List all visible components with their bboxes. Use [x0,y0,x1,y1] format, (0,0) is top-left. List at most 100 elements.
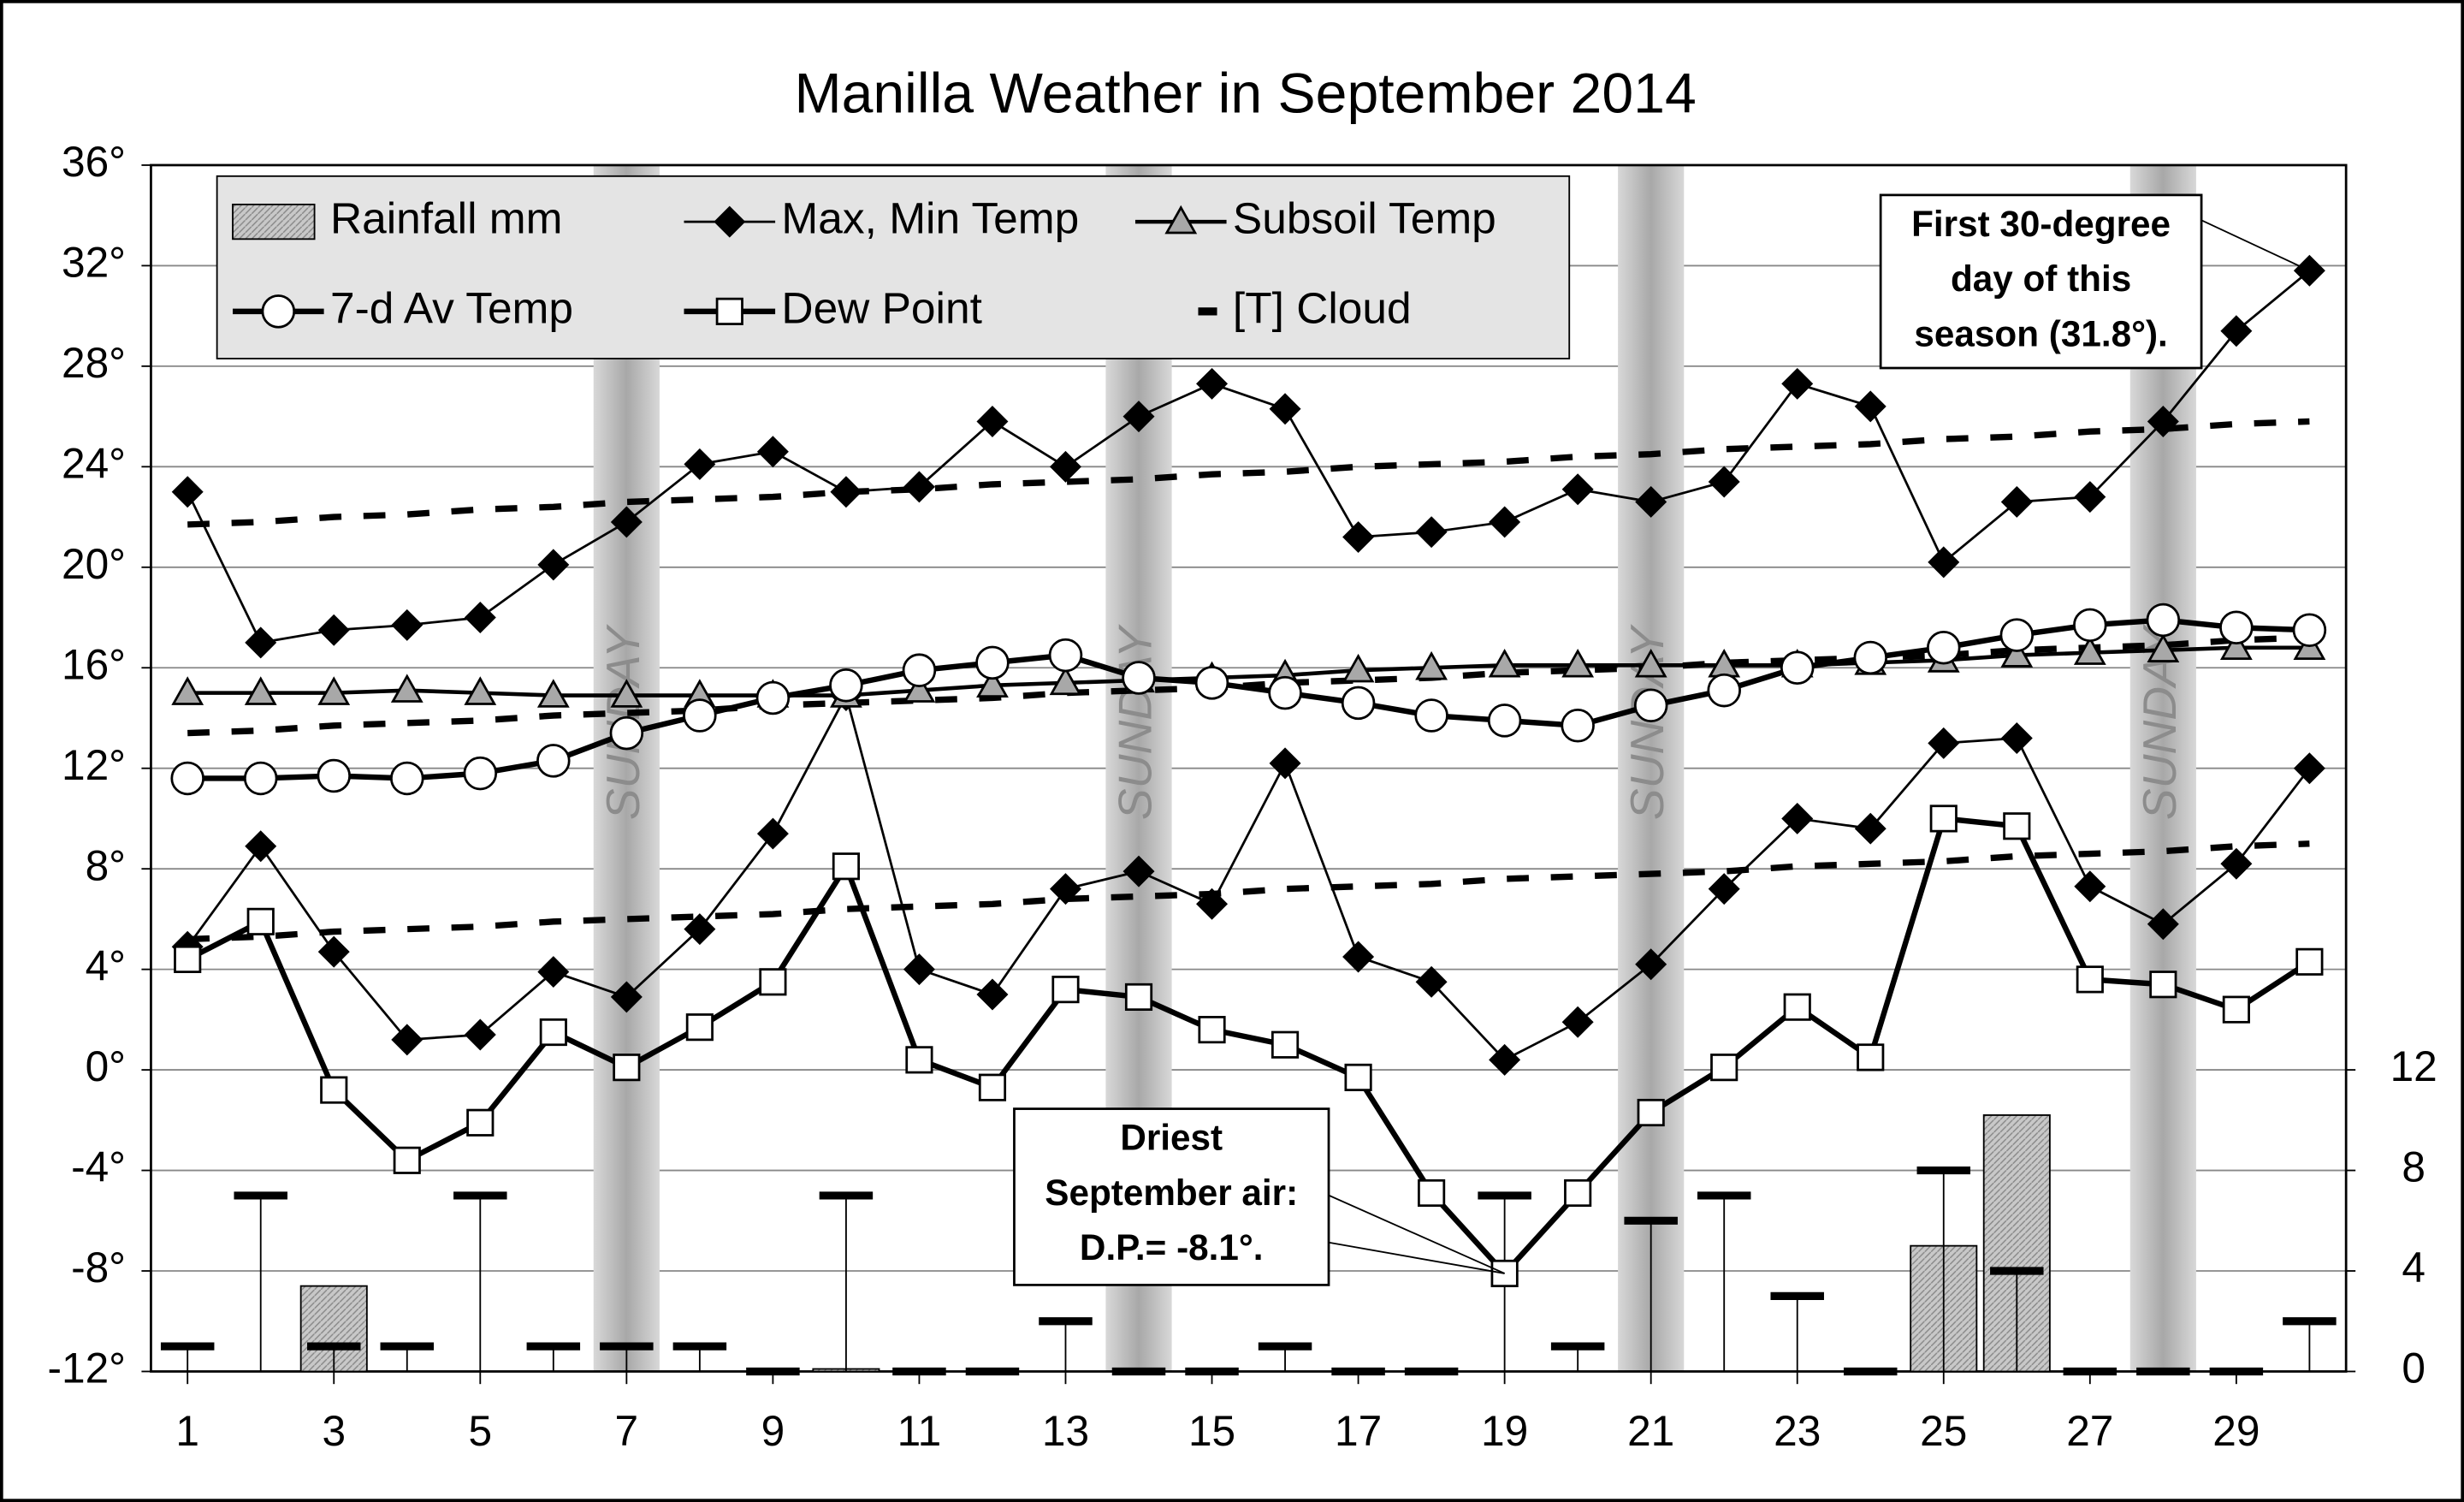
y-tick-label: 24° [62,439,126,487]
normal-line [187,840,2310,943]
x-tick-label: 9 [761,1407,785,1455]
diamond-marker [684,448,716,480]
diamond-marker [464,1018,496,1051]
annotation-box [1879,193,2203,370]
diamond-marker [2220,847,2253,880]
diamond-marker [2000,721,2033,754]
diamond-marker [1781,367,1814,400]
square-marker [1270,1030,1300,1059]
legend-box [216,175,1571,359]
diamond-marker [1708,873,1740,905]
diamond-marker [1196,367,1229,400]
circle-marker [609,715,644,751]
legend-swatch [232,203,316,240]
y-tick-label: 16° [62,640,126,688]
triangle-marker [317,676,351,705]
square-marker [466,1108,495,1137]
annotation-text: First 30-degree [1911,204,2171,244]
x-tick-label: 3 [322,1407,346,1455]
circle-marker [1707,673,1741,708]
y2-tick-label: 8 [2402,1143,2426,1191]
square-marker [1710,1054,1738,1082]
circle-marker [2146,603,2181,638]
triangle-marker [2000,638,2034,668]
diamond-marker [756,436,789,468]
diamond-marker [756,817,789,850]
diamond-marker [317,614,350,646]
square-marker [1124,983,1153,1012]
x-tick-label: 21 [1627,1407,1674,1455]
x-tick-label: 13 [1042,1407,1089,1455]
diamond-marker [1708,466,1740,498]
diamond-marker [2074,481,2106,514]
legend-label: Rainfall mm [330,193,563,243]
x-tick-label: 19 [1481,1407,1528,1455]
square-marker [1418,1178,1446,1208]
diamond-marker [1342,521,1375,554]
diamond-marker [1122,855,1155,888]
triangle-marker [536,679,570,708]
circle-marker [1853,640,1888,675]
annotation-text: season (31.8°). [1914,313,2167,353]
plot-border [150,163,2348,1373]
diamond-marker [1122,401,1155,433]
diamond-marker [903,953,935,986]
diamond-marker [245,626,277,659]
circle-marker [902,653,937,687]
diamond-marker [684,913,716,946]
diamond-marker [391,609,424,641]
diamond-marker [2000,485,2033,518]
y-tick-label: 32° [62,239,126,287]
circle-marker [2073,608,2107,643]
y-tick-label: 36° [62,138,126,186]
triangle-marker [1561,648,1595,678]
triangle-marker [2073,636,2106,665]
square-marker [1929,804,1958,833]
diamond-marker [1196,888,1229,920]
legend-marker [715,297,743,325]
diamond-marker [2074,870,2106,903]
diamond-marker [1928,546,1960,579]
sunday-label: SUNDAY [1109,623,1162,820]
square-marker [2222,995,2250,1024]
diamond-marker [171,476,204,508]
square-marker [1564,1178,1592,1208]
legend-label: Dew Point [781,282,981,332]
diamond-marker [1781,802,1814,834]
circle-marker [1341,686,1376,721]
triangle-marker [2147,633,2180,662]
x-tick-label: 7 [615,1407,639,1455]
circle-marker [1268,675,1302,710]
diamond-marker [245,830,277,863]
diamond-marker [464,602,496,634]
circle-marker [755,680,791,715]
legend-label: [T] Cloud [1233,282,1412,332]
diamond-marker [1415,516,1448,549]
square-marker [2076,965,2104,994]
circle-marker [1633,688,1668,723]
square-marker [320,1076,348,1104]
x-tick-label: 11 [897,1407,942,1455]
diamond-marker [537,549,570,581]
triangle-marker [1342,653,1375,683]
series-line [187,645,2310,698]
x-tick-label: 29 [2212,1407,2260,1455]
circle-marker [463,756,498,791]
square-marker [246,907,275,935]
y-tick-label: 8° [86,841,126,889]
square-marker [2149,971,2177,999]
x-tick-label: 17 [1335,1407,1382,1455]
chart-title: Manilla Weather in September 2014 [794,62,1696,125]
triangle-marker [390,674,424,703]
circle-marker [243,761,278,796]
circle-marker [683,698,717,733]
circle-marker [170,761,204,796]
diamond-marker [976,978,1009,1011]
square-marker [685,1013,714,1042]
y-tick-label: 28° [62,339,126,387]
diamond-marker [1561,473,1594,506]
diamond-marker [1635,485,1667,518]
y-tick-label: 20° [62,540,126,588]
triangle-marker [1415,650,1448,680]
square-marker [832,852,860,881]
